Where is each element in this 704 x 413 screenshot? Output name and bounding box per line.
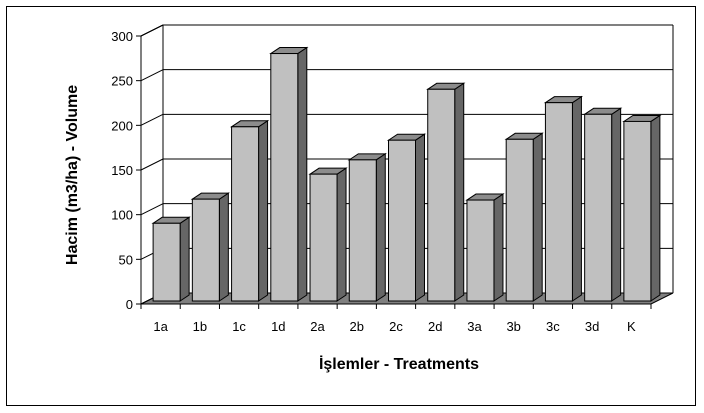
bars-layer [151, 46, 662, 302]
bar-2a [308, 167, 348, 302]
x-tick-label: 2c [389, 319, 403, 334]
bar-side [611, 107, 622, 302]
bar-2d [426, 82, 466, 302]
x-tick-label: 1a [153, 319, 168, 334]
bar-3a [465, 193, 505, 302]
x-axis-title: İşlemler - Treatments [319, 355, 479, 373]
bar-1a [151, 216, 191, 302]
x-tick-label: 3c [546, 319, 560, 334]
bar-front [427, 88, 456, 302]
bar-1b [190, 192, 230, 302]
bar-side [375, 152, 386, 302]
side-gridline [140, 203, 164, 216]
x-tick-label: 3a [467, 319, 482, 334]
bar-front [309, 173, 338, 302]
x-tick-label: 3b [506, 319, 520, 334]
bar-front [348, 159, 377, 302]
bar-side [415, 133, 425, 302]
bar-front [191, 198, 220, 302]
bar-front [623, 120, 652, 302]
bar-side [454, 82, 465, 302]
bar-front [505, 138, 534, 302]
bar-front [584, 113, 613, 302]
y-tick-label: 0 [126, 297, 133, 312]
chart-frame: 0 50 100 150 200 250 300 1a 1b 1c 1d 2a 2b 2c 2d 3a 3b 3… [6, 6, 696, 406]
bar-side [336, 167, 347, 302]
x-tick-label: K [627, 319, 636, 334]
side-gridline [140, 24, 164, 37]
bar-2b [347, 152, 387, 302]
bar-3c [543, 95, 584, 302]
y-axis-title: Hacim (m3/ha) - Volume [64, 85, 81, 265]
y-tick-label: 250 [111, 74, 133, 89]
y-tick-label: 50 [119, 252, 133, 267]
bar-chart: 0 50 100 150 200 250 300 1a 1b 1c 1d 2a 2b 2c 2d 3a 3b 3… [64, 24, 674, 373]
bar-side [571, 95, 582, 302]
y-tick-label: 100 [111, 208, 133, 223]
side-gridline [140, 69, 164, 82]
bar-front [388, 139, 416, 302]
bar-front [152, 222, 181, 302]
side-gridline [140, 158, 164, 171]
bar-front [544, 102, 573, 302]
bar-side [179, 216, 190, 302]
bar-1c [229, 119, 270, 302]
bar-side [258, 119, 269, 302]
bar-side [650, 114, 661, 302]
bar-K [622, 114, 662, 302]
y-tick-label: 150 [111, 163, 133, 178]
bar-side [297, 46, 308, 302]
x-tick-label: 1d [271, 319, 285, 334]
bar-front [231, 126, 260, 302]
y-tick-label: 200 [111, 118, 133, 133]
bar-front [466, 199, 495, 302]
bar-side [532, 132, 543, 302]
x-tick-label: 2d [428, 319, 442, 334]
bar-front [270, 53, 299, 302]
x-tick-label: 2b [350, 319, 364, 334]
x-tick-label: 1b [193, 319, 207, 334]
x-tick-labels: 1a 1b 1c 1d 2a 2b 2c 2d 3a 3b 3c 3d K [153, 319, 636, 334]
bar-side [493, 193, 504, 302]
bar-2c [386, 133, 427, 302]
x-tick-label: 2a [310, 319, 325, 334]
bar-3d [583, 107, 623, 302]
side-gridline [140, 113, 164, 126]
x-tick-label: 1c [232, 319, 246, 334]
x-tick-label: 3d [585, 319, 599, 334]
bar-side [218, 192, 229, 302]
bar-3b [504, 132, 544, 302]
y-tick-label: 300 [111, 29, 133, 44]
bar-1d [269, 46, 309, 302]
y-tick-labels: 0 50 100 150 200 250 300 [111, 29, 133, 312]
